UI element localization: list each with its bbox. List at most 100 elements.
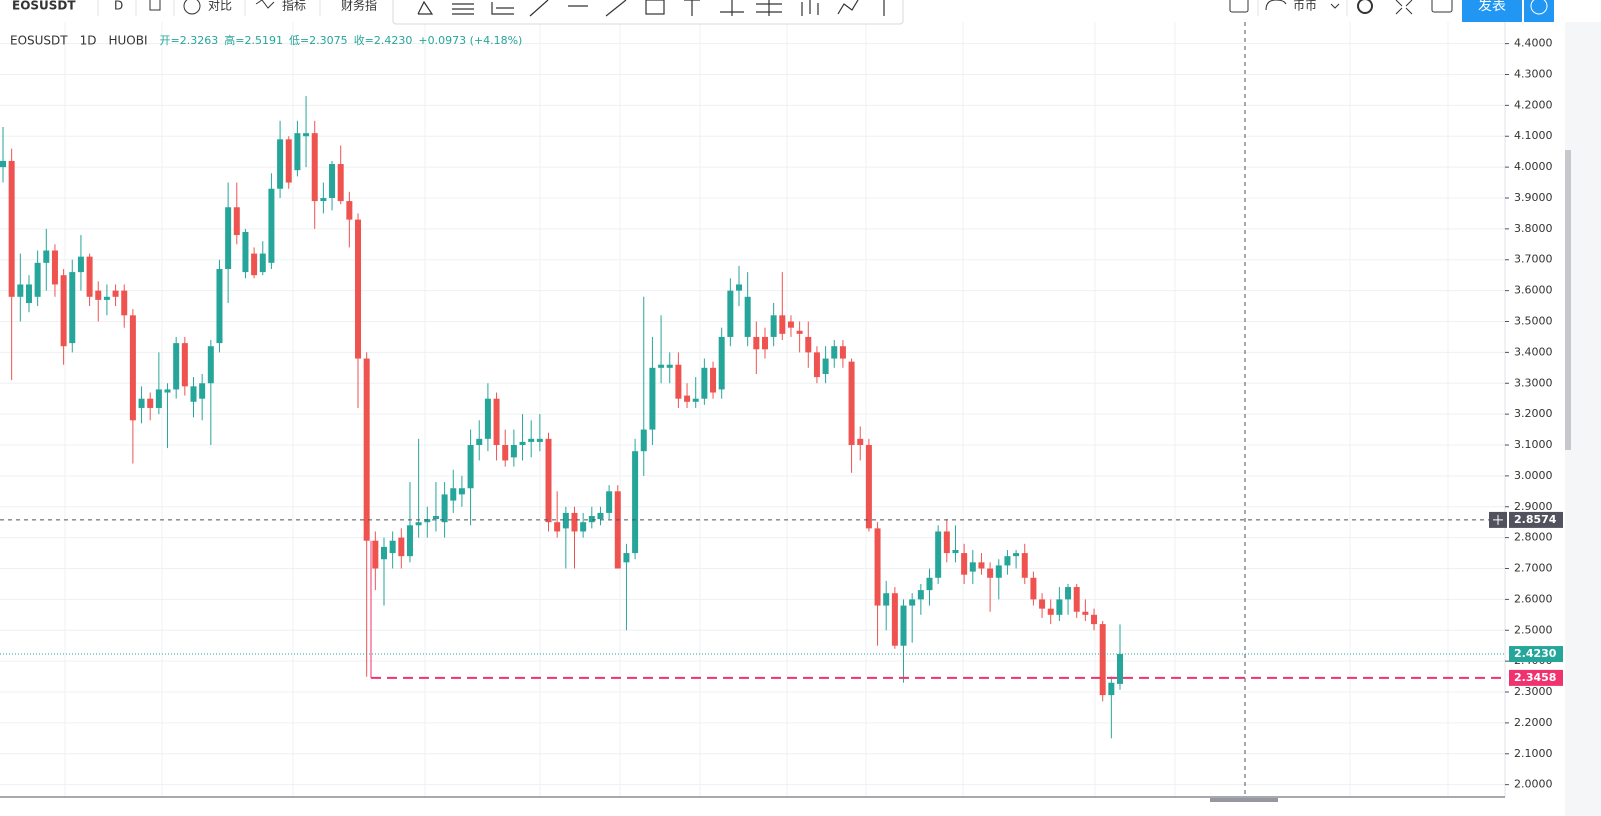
scrollbar-thumb[interactable]: [1565, 150, 1571, 450]
ohlc-info: 开=2.3263: [160, 34, 219, 47]
candle-body: [857, 438, 864, 446]
drawing-tools[interactable]: [417, 0, 885, 17]
snapshot-button[interactable]: [1431, 0, 1453, 13]
candle-body: [1039, 599, 1046, 609]
y-tick-label: 3.6000: [1514, 284, 1553, 297]
candle-body: [692, 398, 699, 402]
currency-button[interactable]: 币币: [1293, 0, 1317, 13]
candle-body: [277, 139, 284, 189]
y-tick-label: 2.2000: [1514, 716, 1553, 729]
candle-body: [761, 336, 768, 350]
candle-body: [69, 272, 76, 344]
y-tick-label: 3.8000: [1514, 222, 1553, 235]
dropdown-arrow: [1330, 3, 1340, 9]
candle-body: [181, 343, 188, 387]
candle-body: [112, 290, 119, 297]
y-tick-label: 2.7000: [1514, 562, 1553, 575]
candle-body: [571, 512, 578, 532]
candle-body: [978, 562, 985, 569]
candle-body: [1099, 624, 1106, 696]
price-axis: 2.00002.10002.20002.30002.40002.50002.60…: [1489, 37, 1563, 791]
candle-body: [1082, 611, 1089, 615]
y-tick-label: 2.1000: [1514, 747, 1553, 760]
chart-style-button[interactable]: [149, 0, 161, 11]
candle-body: [961, 553, 968, 575]
symbol-info: EOSUSDT: [10, 34, 68, 48]
candle-body: [8, 160, 15, 297]
candle-body: [554, 522, 561, 532]
candle-body: [813, 352, 820, 378]
y-tick-label: 4.1000: [1514, 129, 1553, 142]
price-label: 2.4230: [1514, 647, 1557, 660]
candle-body: [285, 139, 292, 183]
compare-button[interactable]: 对比: [208, 0, 232, 13]
settings-button[interactable]: [1357, 0, 1373, 14]
candle-body: [839, 346, 846, 359]
y-tick-label: 3.4000: [1514, 345, 1553, 358]
candle-body: [779, 315, 786, 334]
candle-body: [60, 275, 67, 347]
y-tick-label: 2.3000: [1514, 685, 1553, 698]
candle-body: [0, 160, 6, 168]
candle-body: [294, 133, 301, 171]
ohlc-info: 高=2.5191: [224, 33, 283, 47]
fullscreen-button[interactable]: [1395, 0, 1413, 15]
price-label: 2.3458: [1514, 671, 1556, 684]
candle-body: [727, 290, 734, 337]
candle-body: [225, 207, 232, 270]
candle-body: [363, 358, 370, 541]
candle-body: [311, 133, 318, 202]
candle-body: [415, 522, 422, 526]
candle-body: [753, 336, 760, 350]
candle-body: [943, 531, 950, 554]
price-label: 2.8574: [1514, 513, 1557, 526]
candle-body: [562, 512, 569, 529]
candle-body: [389, 540, 396, 554]
financials-button[interactable]: 财务指: [341, 0, 377, 13]
candle-body: [432, 516, 439, 520]
candle-body: [207, 346, 214, 384]
candle-body: [1013, 553, 1020, 557]
candle-body: [883, 593, 890, 606]
candle-body: [502, 445, 509, 461]
candle-body: [95, 290, 102, 300]
symbol-button[interactable]: EOSUSDT: [12, 0, 76, 13]
play-button[interactable]: [1524, 0, 1554, 22]
candle-body: [805, 336, 812, 353]
publish-button[interactable]: [1462, 0, 1522, 22]
candle-body: [1117, 654, 1123, 684]
candle-body: [658, 364, 665, 368]
candle-body: [528, 438, 535, 442]
candle-body: [121, 290, 128, 316]
indicators-button[interactable]: 指标: [282, 0, 306, 13]
candle-body: [380, 546, 387, 560]
candle-body: [580, 522, 587, 532]
chart-legend: EOSUSDT 1D HUOBI 开=2.3263 高=2.5191 低=2.3075 收=…: [10, 33, 522, 48]
crosshair-plus: [1493, 514, 1503, 525]
time-grid: [0, 22, 1505, 797]
candle-body: [952, 549, 959, 554]
candle-body: [476, 438, 483, 446]
candle-body: [103, 296, 110, 300]
candle-body: [268, 188, 275, 263]
candle-body: [632, 451, 639, 554]
candle-body: [251, 253, 258, 276]
candle-body: [77, 256, 84, 273]
candle-body: [1073, 587, 1080, 612]
candle-body: [701, 367, 708, 399]
y-tick-label: 2.0000: [1514, 778, 1553, 791]
y-tick-label: 2.5000: [1514, 623, 1553, 636]
y-tick-label: 3.5000: [1514, 315, 1553, 328]
candle-body: [441, 494, 448, 523]
candle-body: [129, 315, 136, 421]
candle-body: [796, 330, 803, 334]
candle-body: [891, 593, 898, 646]
candle-body: [822, 358, 829, 374]
layout-button[interactable]: [1229, 0, 1249, 13]
candle-body: [597, 512, 604, 520]
candle-body: [1030, 577, 1037, 600]
y-tick-label: 4.0000: [1514, 160, 1553, 173]
candle-body: [831, 346, 838, 359]
interval-button[interactable]: D: [114, 0, 123, 13]
candle-body: [649, 367, 656, 430]
